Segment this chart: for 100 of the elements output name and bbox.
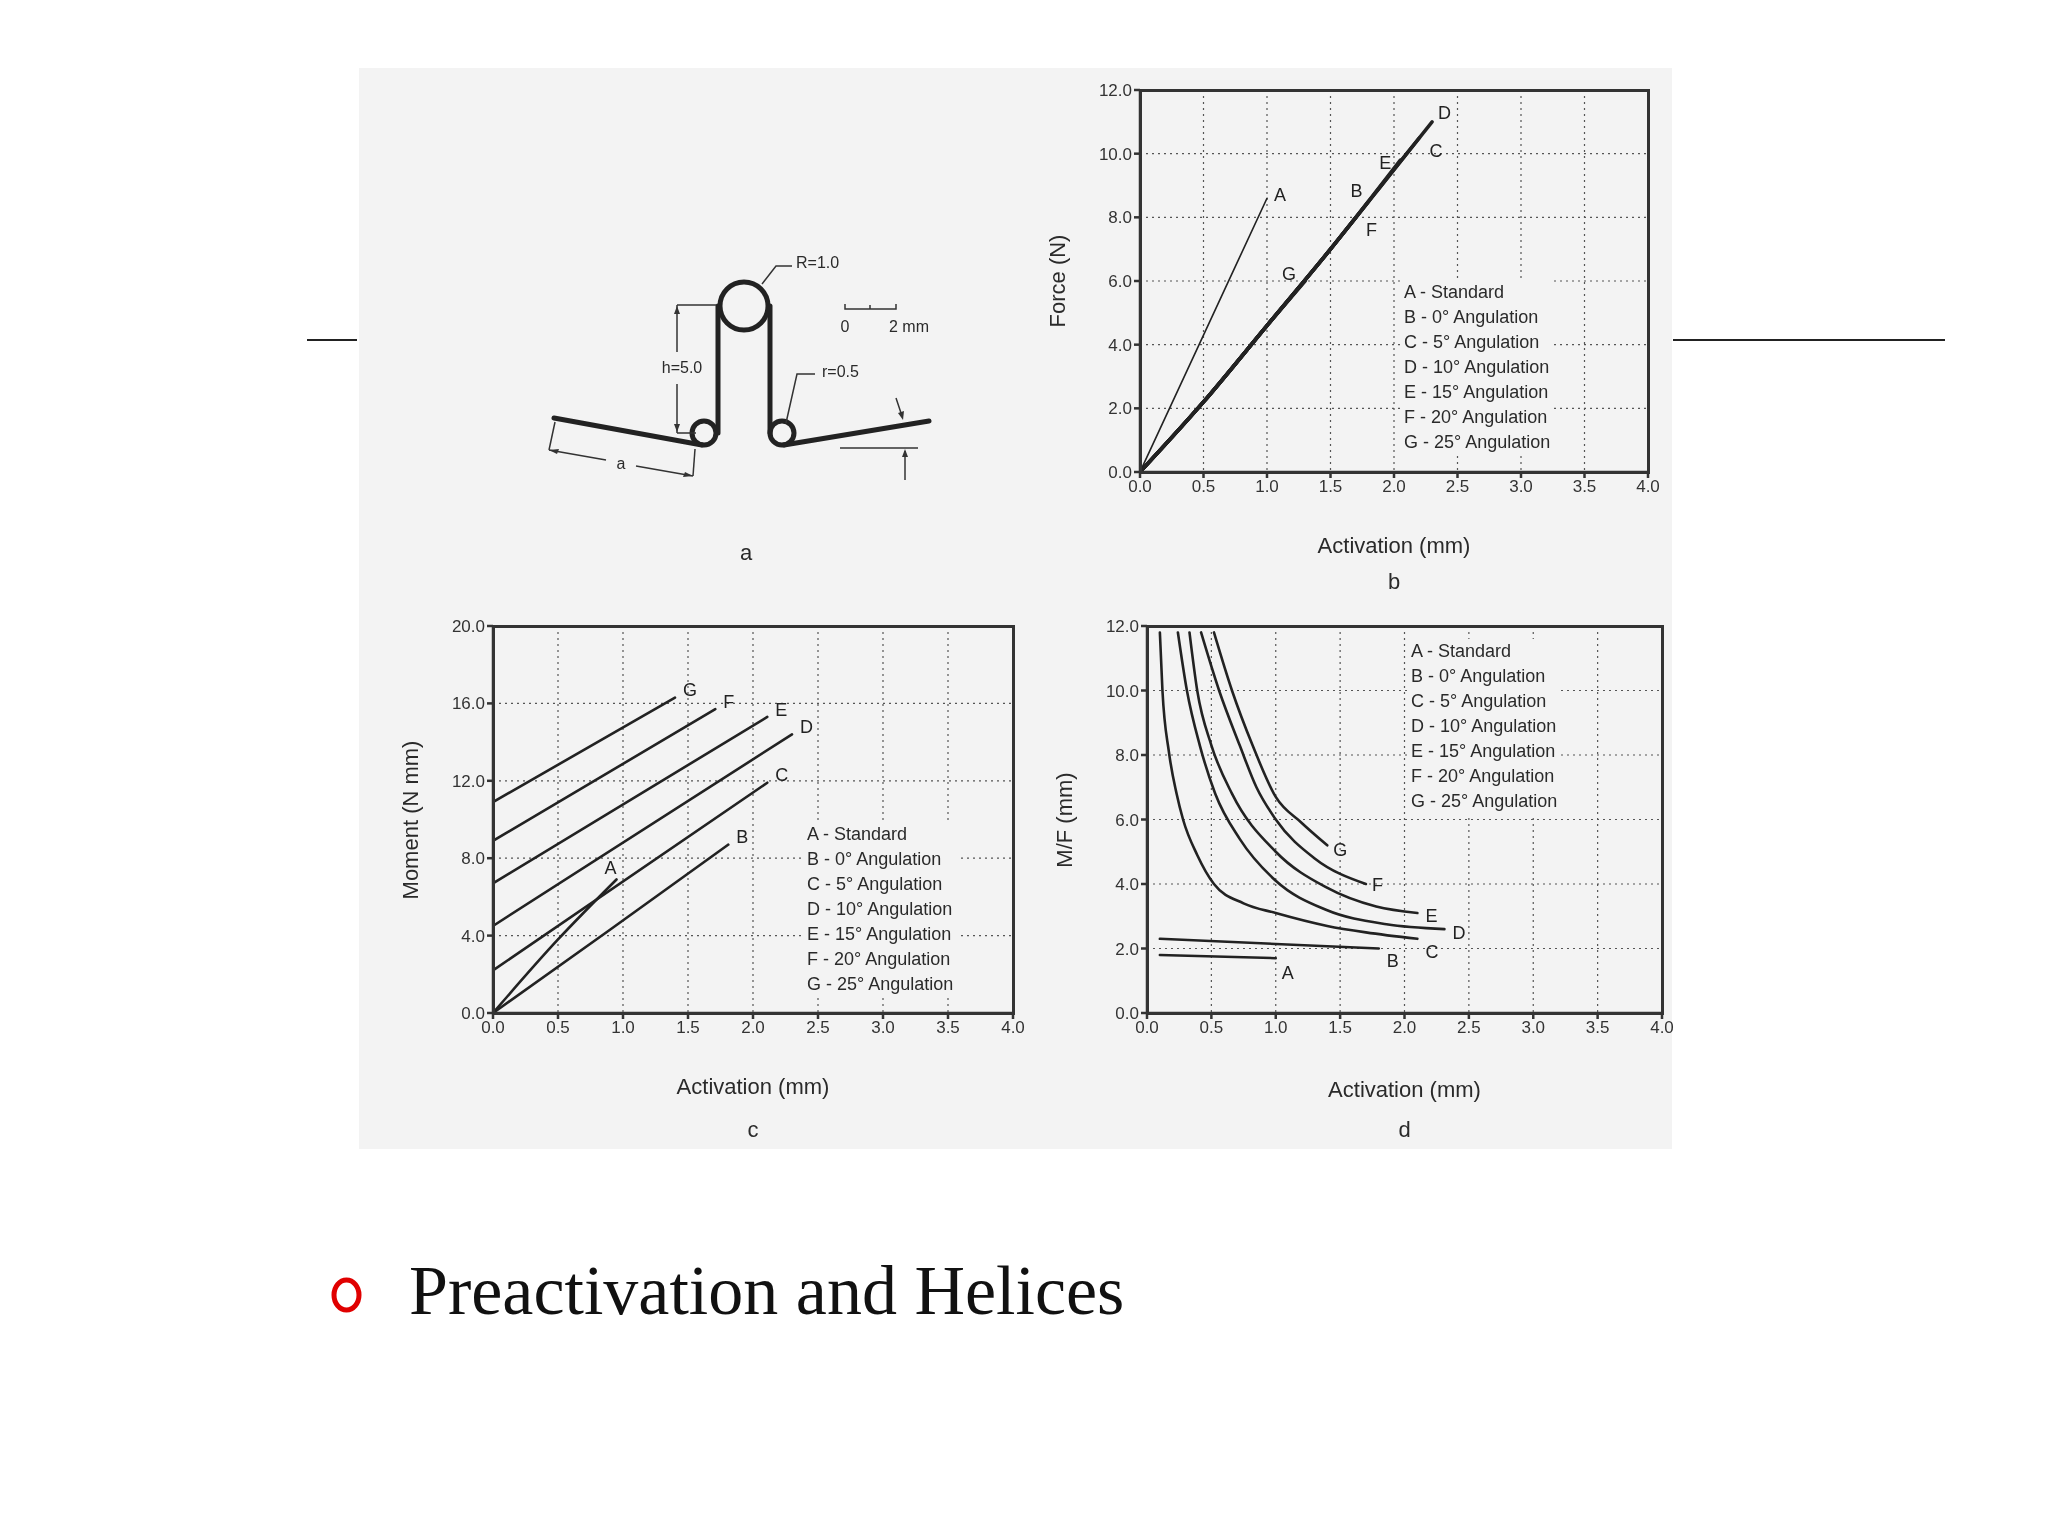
annotation: A - Standard	[1404, 281, 1506, 304]
annotation: A - Standard	[807, 823, 909, 846]
x-tick-label: 2.5	[1445, 477, 1470, 497]
text: 0	[840, 318, 850, 336]
y-tick-label: 12.0	[451, 771, 485, 791]
y-tick-label: 2.0	[1108, 399, 1132, 419]
x-tick-label: 0.5	[1199, 1018, 1224, 1038]
annotation: E - 15° Angulation	[807, 923, 953, 946]
x-tick-label: 0.0	[1128, 477, 1152, 497]
series-label: B	[1350, 181, 1363, 202]
x-tick-label: 0.5	[1191, 477, 1216, 497]
annotation: B - 0° Angulation	[807, 848, 943, 871]
series-label: E	[1425, 905, 1438, 926]
x-tick-label: 2.0	[1392, 1018, 1417, 1038]
x-tick-label: 1.0	[1263, 1018, 1288, 1038]
annotation: F - 20° Angulation	[1411, 765, 1556, 788]
series-label: B	[736, 827, 749, 848]
text: a	[739, 540, 753, 566]
series-label: F	[723, 691, 735, 712]
annotation: C - 5° Angulation	[1404, 331, 1541, 354]
x-tick-label: 3.0	[1509, 477, 1533, 497]
annotation: B - 0° Angulation	[1411, 665, 1547, 688]
y-tick-label: 8.0	[1115, 746, 1139, 766]
x-tick-label: 1.5	[1328, 1018, 1352, 1038]
y-axis-title: Moment (N mm)	[398, 740, 424, 899]
y-tick-label: 8.0	[461, 849, 485, 869]
y-tick-label: 20.0	[451, 617, 485, 637]
series-label: G	[1282, 263, 1297, 284]
x-tick-label: 2.5	[806, 1018, 830, 1038]
text: Preactivation and Helices	[409, 1252, 1125, 1329]
series-label: D	[1452, 922, 1466, 943]
series-label: E	[1379, 152, 1392, 173]
y-tick-label: 8.0	[1108, 208, 1132, 228]
annotation: A - Standard	[1411, 640, 1513, 663]
annotation: E - 15° Angulation	[1411, 740, 1557, 763]
x-tick-label: 3.5	[1572, 477, 1597, 497]
series-label: G	[683, 680, 698, 701]
text: c	[747, 1117, 759, 1143]
x-axis-title: Activation (mm)	[676, 1074, 830, 1100]
y-axis-title: Force (N)	[1045, 234, 1071, 328]
text: 2 mm	[889, 318, 929, 336]
y-tick-label: 6.0	[1115, 810, 1139, 830]
series-label: D	[800, 717, 813, 738]
x-tick-label: 2.0	[1382, 477, 1406, 497]
annotation: C - 5° Angulation	[807, 873, 944, 896]
text: a	[616, 455, 626, 473]
series-label: F	[1371, 874, 1383, 895]
x-tick-label: 2.5	[1457, 1018, 1481, 1038]
annotation: D - 10° Angulation	[1404, 356, 1551, 379]
series-label: F	[1365, 220, 1377, 241]
text: h=5.0	[661, 359, 703, 377]
x-tick-label: 4.0	[1001, 1018, 1025, 1038]
text: r=0.5	[822, 363, 859, 381]
y-tick-label: 6.0	[1108, 272, 1132, 292]
annotation: G - 25° Angulation	[1411, 790, 1558, 813]
series-label: C	[775, 765, 789, 786]
series-label: C	[1429, 140, 1443, 161]
x-tick-label: 3.5	[1585, 1018, 1610, 1038]
x-axis-title: Activation (mm)	[1328, 1077, 1481, 1103]
x-tick-label: 4.0	[1636, 477, 1660, 497]
y-tick-label: 16.0	[451, 694, 485, 714]
y-tick-label: 4.0	[1115, 875, 1139, 895]
annotation: D - 10° Angulation	[807, 898, 954, 921]
x-tick-label: 3.0	[1521, 1018, 1546, 1038]
annotation: D - 10° Angulation	[1411, 715, 1558, 738]
y-tick-label: 2.0	[1115, 939, 1139, 959]
x-tick-label: 1.5	[1318, 477, 1343, 497]
series-label: B	[1386, 951, 1399, 972]
series-label: G	[1333, 840, 1348, 861]
text: b	[1387, 569, 1401, 595]
y-tick-label: 12.0	[1098, 81, 1132, 101]
series-label: E	[775, 699, 788, 720]
text: d	[1398, 1117, 1411, 1143]
x-tick-label: 2.0	[741, 1018, 765, 1038]
y-axis-title: M/F (mm)	[1052, 771, 1078, 868]
series-label: A	[1281, 962, 1294, 983]
y-tick-label: 12.0	[1105, 617, 1139, 637]
y-tick-label: 10.0	[1105, 681, 1139, 701]
annotation: E - 15° Angulation	[1404, 381, 1550, 404]
x-tick-label: 1.0	[611, 1018, 635, 1038]
series-label: A	[604, 858, 617, 879]
x-tick-label: 0.0	[481, 1018, 505, 1038]
x-tick-label: 4.0	[1650, 1018, 1674, 1038]
x-tick-label: 0.5	[546, 1018, 570, 1038]
x-tick-label: 3.5	[936, 1018, 960, 1038]
y-tick-label: 4.0	[461, 926, 485, 946]
x-tick-label: 1.0	[1255, 477, 1279, 497]
annotation: C - 5° Angulation	[1411, 690, 1548, 713]
annotation: G - 25° Angulation	[1404, 431, 1551, 454]
series-label: C	[1425, 941, 1439, 962]
series-label: D	[1438, 102, 1452, 123]
x-tick-label: 0.0	[1135, 1018, 1159, 1038]
text: R=1.0	[796, 254, 840, 272]
annotation: G - 25° Angulation	[807, 973, 954, 996]
y-tick-label: 4.0	[1108, 335, 1132, 355]
annotation: F - 20° Angulation	[807, 948, 952, 971]
x-tick-label: 3.0	[871, 1018, 895, 1038]
annotation: B - 0° Angulation	[1404, 306, 1540, 329]
series-label: A	[1274, 184, 1287, 205]
x-axis-title: Activation (mm)	[1317, 533, 1471, 559]
